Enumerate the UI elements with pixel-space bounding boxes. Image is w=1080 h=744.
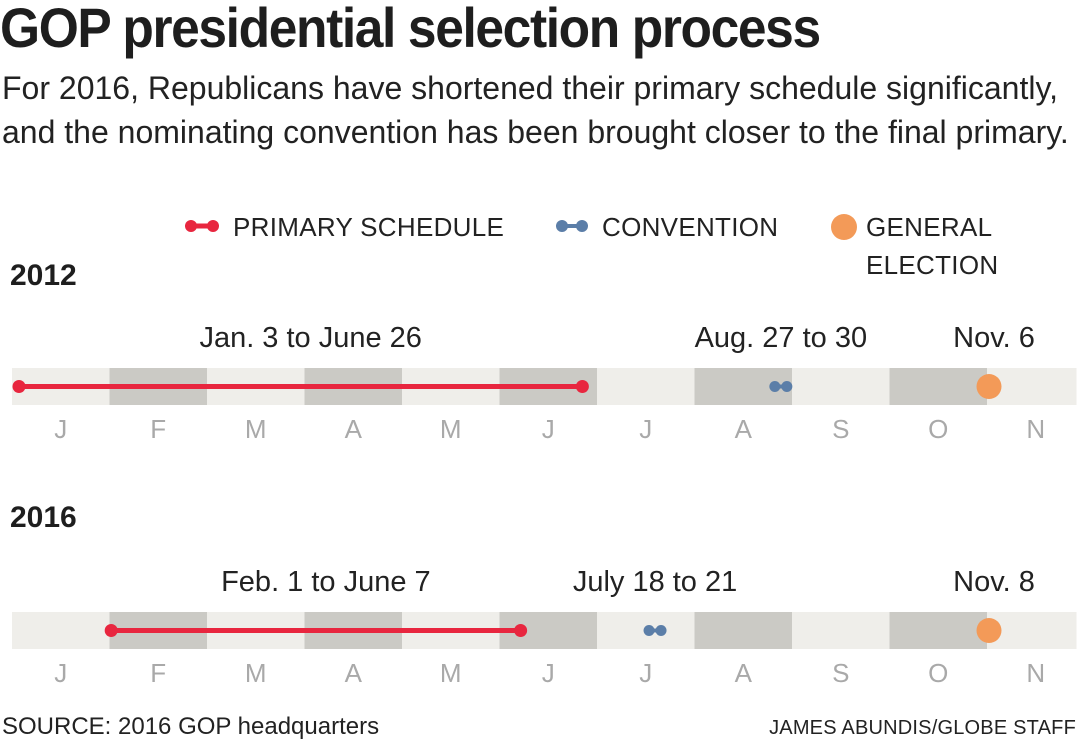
month-label: M	[440, 414, 462, 444]
legend-primary-label: PRIMARY SCHEDULE	[233, 212, 505, 242]
legend-convention-label: CONVENTION	[602, 212, 779, 242]
legend-convention-symbol	[556, 220, 588, 232]
year-label-2012: 2012	[10, 259, 77, 292]
month-band	[987, 612, 1077, 649]
legend: PRIMARY SCHEDULE CONVENTION GENERAL ELEC…	[0, 0, 1080, 290]
month-band	[792, 612, 890, 649]
legend-general-label-line1: GENERAL	[866, 212, 993, 242]
month-label: J	[542, 658, 555, 688]
month-label: M	[245, 414, 267, 444]
month-band	[12, 612, 110, 649]
legend-primary-symbol	[185, 220, 219, 232]
convention-start-dot	[643, 625, 655, 636]
month-band	[792, 368, 890, 405]
convention-label: July 18 to 21	[573, 566, 737, 598]
year-label-2016: 2016	[10, 501, 77, 534]
primary-start-dot	[104, 624, 118, 637]
credit-note: JAMES ABUNDIS/GLOBE STAFF	[769, 717, 1076, 739]
month-label: O	[928, 414, 948, 444]
month-label: J	[54, 658, 67, 688]
month-label: S	[832, 414, 849, 444]
primary-label: Jan. 3 to June 26	[199, 322, 422, 354]
source-note: SOURCE: 2016 GOP headquarters	[2, 713, 380, 740]
month-label: F	[150, 658, 166, 688]
month-label: N	[1026, 414, 1045, 444]
month-label: A	[345, 658, 363, 688]
month-label: M	[440, 658, 462, 688]
month-band	[987, 368, 1077, 405]
month-label: O	[928, 658, 948, 688]
month-label: J	[542, 414, 555, 444]
general-election-label: Nov. 8	[953, 566, 1035, 598]
month-label: A	[735, 658, 753, 688]
subtitle: For 2016, Republicans have shortened the…	[2, 70, 1069, 150]
general-election-dot	[976, 618, 1002, 643]
primary-end-dot	[575, 380, 589, 393]
month-label: J	[639, 414, 652, 444]
convention-start-dot	[769, 381, 781, 392]
page-title: GOP presidential selection process	[0, 0, 821, 59]
month-band	[889, 368, 988, 405]
month-band	[694, 612, 793, 649]
convention-end-dot	[655, 625, 667, 636]
month-band	[597, 368, 695, 405]
legend-general-label-line2: ELECTION	[866, 250, 999, 280]
month-label: J	[639, 658, 652, 688]
primary-start-dot	[12, 380, 26, 393]
month-label: F	[150, 414, 166, 444]
convention-end-dot	[781, 381, 793, 392]
month-label: A	[735, 414, 753, 444]
month-label: S	[832, 658, 849, 688]
general-election-dot	[976, 374, 1002, 399]
month-band	[889, 612, 988, 649]
general-election-label: Nov. 6	[953, 322, 1035, 354]
month-label: A	[345, 414, 363, 444]
month-label: N	[1026, 658, 1045, 688]
convention-label: Aug. 27 to 30	[695, 322, 868, 354]
primary-label: Feb. 1 to June 7	[221, 566, 431, 598]
month-label: J	[54, 414, 67, 444]
month-label: M	[245, 658, 267, 688]
legend-general-symbol	[831, 214, 857, 240]
primary-end-dot	[514, 624, 528, 637]
timeline-2016: J F M A M J J A S O N Feb. 1 to June 7 July 18 to 21…	[12, 566, 1077, 688]
timeline-2012: J F M A M J J A S O N Jan. 3 to June 26 Aug. 27 to 3…	[12, 322, 1077, 444]
